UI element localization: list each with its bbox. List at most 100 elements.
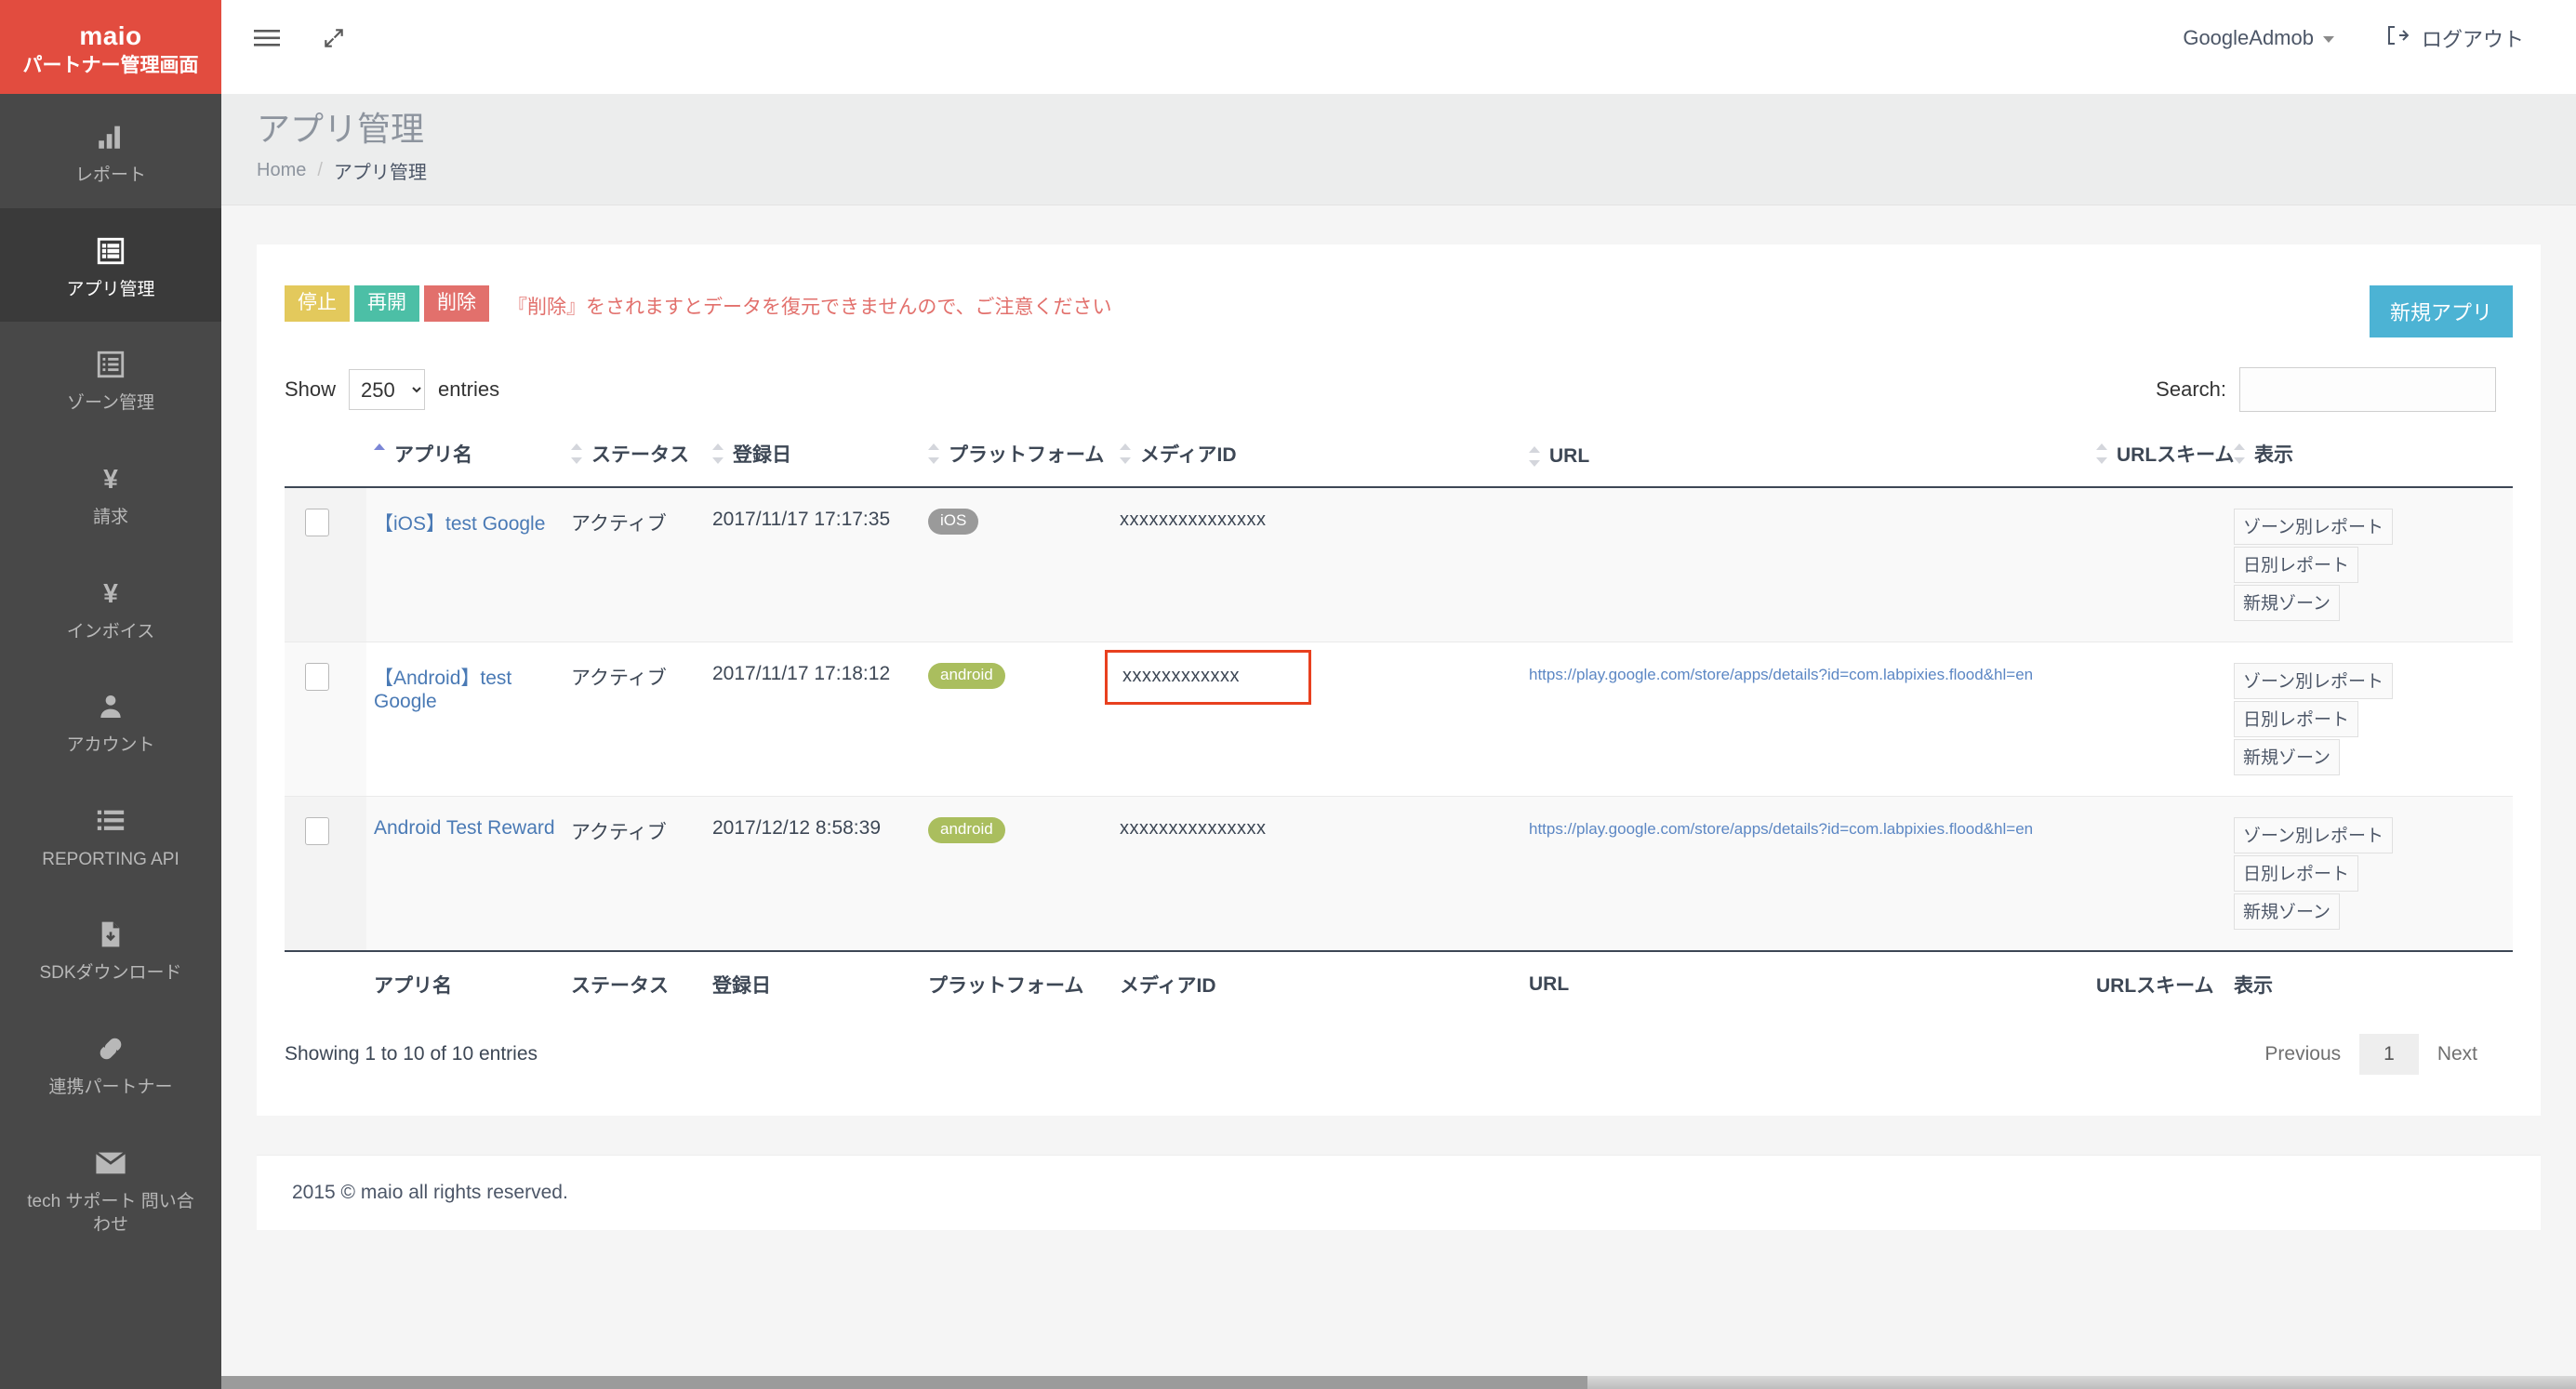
col-label: ステータス <box>591 444 689 466</box>
sidebar-item-label: ゾーン管理 <box>66 393 155 414</box>
bulk-button-group: 停止 再開 削除 <box>285 285 489 323</box>
media-id-cell: xxxxxxxxxxxx <box>1105 642 1521 797</box>
registered-date-cell: 2017/11/17 17:17:35 <box>705 487 921 642</box>
col-label: 登録日 <box>733 444 791 466</box>
new-zone-button[interactable]: 新規ゾーン <box>2234 739 2341 775</box>
stop-button[interactable]: 停止 <box>285 285 350 323</box>
table-controls: Show 102550100250 entries Search: <box>285 347 2513 427</box>
search-label: Search: <box>2156 377 2226 401</box>
sidebar: maio パートナー管理画面 レポート アプリ管理 ゾーン管理 <box>0 0 221 1389</box>
table-head: アプリ名 ステータス 登録日 プラットフォーム メディアID URL URLスキ… <box>285 427 2513 488</box>
daily-report-button[interactable]: 日別レポート <box>2234 547 2359 583</box>
col-url-scheme[interactable]: URLスキーム <box>2089 427 2235 488</box>
sidebar-item-label: アカウント <box>66 735 155 756</box>
expand-arrows-icon[interactable] <box>318 22 350 54</box>
pagination-previous[interactable]: Previous <box>2246 1034 2359 1075</box>
topbar-left-group <box>242 0 350 76</box>
sidebar-item-billing[interactable]: ¥ 請求 <box>0 436 221 550</box>
col-registered-date[interactable]: 登録日 <box>705 427 921 488</box>
sidebar-item-label: 請求 <box>92 507 128 527</box>
foot-col-url: URL <box>1521 950 2089 1010</box>
table-foot: アプリ名 ステータス 登録日 プラットフォーム メディアID URL URLスキ… <box>285 950 2513 1010</box>
sidebar-item-tech-support[interactable]: tech サポート 問い合わせ <box>0 1120 221 1258</box>
foot-col-status: ステータス <box>564 950 705 1010</box>
col-app-name[interactable]: アプリ名 <box>366 427 564 488</box>
account-label: GoogleAdmob <box>2183 26 2314 49</box>
search-control: Search: <box>2156 367 2513 412</box>
breadcrumb-current: アプリ管理 <box>333 162 427 183</box>
sidebar-item-report[interactable]: レポート <box>0 94 221 208</box>
show-label: Show <box>285 377 337 401</box>
pagination-next[interactable]: Next <box>2419 1034 2496 1075</box>
col-label: メディアID <box>1140 444 1237 466</box>
row-select-cell <box>285 642 366 797</box>
url-scheme-cell <box>2089 796 2226 952</box>
url-cell: https://play.google.com/store/apps/detai… <box>1521 796 2089 952</box>
url-scheme-cell <box>2089 642 2226 797</box>
url-link[interactable]: https://play.google.com/store/apps/detai… <box>1529 820 2034 838</box>
sidebar-item-label: インボイス <box>66 621 155 642</box>
horizontal-scrollbar[interactable] <box>221 1376 2576 1389</box>
sidebar-item-label: レポート <box>74 165 146 185</box>
logout-button[interactable]: ログアウト <box>2386 23 2524 53</box>
display-actions-cell: ゾーン別レポート 日別レポート 新規ゾーン <box>2226 487 2513 642</box>
account-dropdown[interactable]: GoogleAdmob <box>2183 26 2334 50</box>
sidebar-item-zone-management[interactable]: ゾーン管理 <box>0 322 221 436</box>
col-media-id[interactable]: メディアID <box>1112 427 1521 488</box>
media-id-cell: xxxxxxxxxxxxxxx <box>1112 487 1521 642</box>
sort-indicator-icon <box>2234 443 2245 464</box>
delete-button[interactable]: 削除 <box>424 285 489 323</box>
search-input[interactable] <box>2239 367 2496 412</box>
row-checkbox[interactable] <box>305 509 329 536</box>
sidebar-nav: レポート アプリ管理 ゾーン管理 ¥ 請求 <box>0 94 221 1389</box>
pagination-page-1[interactable]: 1 <box>2359 1034 2419 1075</box>
col-platform[interactable]: プラットフォーム <box>921 427 1112 488</box>
topbar-right-group: GoogleAdmob ログアウト <box>2183 0 2541 76</box>
new-app-button[interactable]: 新規アプリ <box>2369 285 2513 337</box>
new-zone-button[interactable]: 新規ゾーン <box>2234 893 2341 930</box>
breadcrumb-home[interactable]: Home <box>257 159 307 180</box>
col-display[interactable]: 表示 <box>2226 427 2513 488</box>
media-id-value: xxxxxxxxxxxxxxx <box>1120 509 1267 530</box>
sidebar-item-partner[interactable]: 連携パートナー <box>0 1006 221 1120</box>
url-link[interactable]: https://play.google.com/store/apps/detai… <box>1529 666 2034 683</box>
zone-report-button[interactable]: ゾーン別レポート <box>2234 663 2394 699</box>
col-label: アプリ名 <box>394 444 472 466</box>
new-zone-button[interactable]: 新規ゾーン <box>2234 585 2341 621</box>
daily-report-button[interactable]: 日別レポート <box>2234 855 2359 892</box>
foot-col-url-scheme: URLスキーム <box>2089 950 2226 1010</box>
sort-indicator-icon <box>712 443 724 464</box>
sort-indicator-icon <box>1529 446 1540 467</box>
sidebar-item-reporting-api[interactable]: REPORTING API <box>0 778 221 893</box>
status-cell: アクティブ <box>564 487 705 642</box>
foot-col-platform: プラットフォーム <box>921 950 1112 1010</box>
status-cell: アクティブ <box>564 642 705 797</box>
sidebar-item-label: 連携パートナー <box>48 1078 173 1098</box>
sidebar-item-app-management[interactable]: アプリ管理 <box>0 207 221 323</box>
daily-report-button[interactable]: 日別レポート <box>2234 701 2359 737</box>
horizontal-scrollbar-thumb[interactable] <box>221 1376 1587 1389</box>
app-name-link[interactable]: Android Test Reward <box>374 817 555 839</box>
platform-badge: android <box>928 663 1005 690</box>
delete-warning-text: 『削除』をされますとデータを復元できませんので、ご注意ください <box>508 297 1112 318</box>
sidebar-item-sdk-download[interactable]: SDKダウンロード <box>0 892 221 1006</box>
sidebar-item-invoice[interactable]: ¥ インボイス <box>0 550 221 665</box>
app-name-link[interactable]: 【iOS】test Google <box>374 513 546 535</box>
resume-button[interactable]: 再開 <box>354 285 419 323</box>
sidebar-item-account[interactable]: アカウント <box>0 664 221 778</box>
hamburger-icon[interactable] <box>251 22 283 54</box>
entries-label: entries <box>438 377 500 401</box>
row-checkbox[interactable] <box>305 663 329 691</box>
col-status[interactable]: ステータス <box>564 427 705 488</box>
action-button-group: ゾーン別レポート 日別レポート 新規ゾーン <box>2234 817 2505 930</box>
brand-block: maio パートナー管理画面 <box>0 0 221 94</box>
zone-report-button[interactable]: ゾーン別レポート <box>2234 817 2394 853</box>
page-length-select[interactable]: 102550100250 <box>349 369 426 410</box>
row-checkbox[interactable] <box>305 817 329 845</box>
app-name-link[interactable]: 【Android】test Google <box>374 668 512 712</box>
col-url[interactable]: URL <box>1521 427 2089 488</box>
url-scheme-cell <box>2089 487 2226 642</box>
brand-subtitle: パートナー管理画面 <box>22 54 199 76</box>
zone-report-button[interactable]: ゾーン別レポート <box>2234 509 2394 545</box>
